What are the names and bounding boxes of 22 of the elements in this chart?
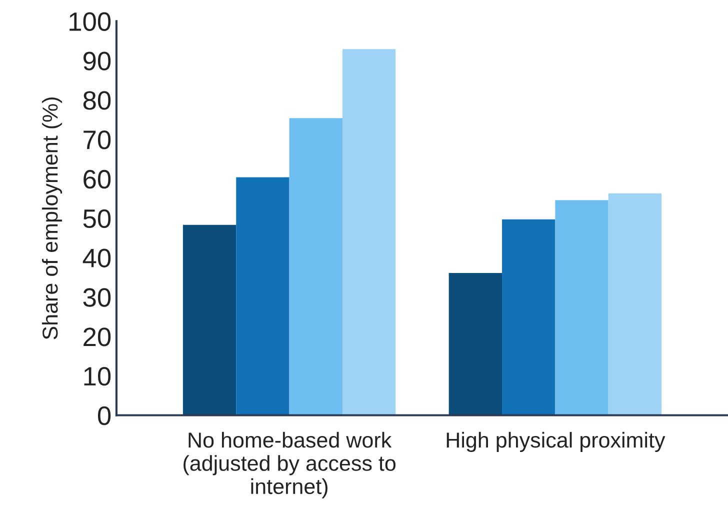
bar: [342, 49, 396, 416]
x-tick-label: High physical proximity: [446, 432, 666, 452]
bar: [608, 193, 662, 416]
y-tick-label: 10: [84, 366, 111, 386]
y-tick-label: 100: [70, 12, 111, 31]
y-tick-label: 30: [83, 288, 111, 307]
bar: [502, 219, 556, 416]
x-tick-label: No home-based work (adjusted by access to internet): [184, 432, 396, 498]
bar: [448, 272, 502, 416]
y-axis-title: Share of employment (%): [42, 98, 62, 340]
bar: [289, 118, 342, 416]
y-tick-label: 0: [98, 406, 111, 426]
y-tick-label: 40: [82, 248, 111, 268]
y-tick-label: 70: [84, 130, 111, 150]
y-tick-label: 90: [84, 52, 111, 70]
bar: [555, 200, 608, 416]
y-tick-label: 60: [84, 170, 111, 189]
bar: [236, 177, 290, 416]
y-tick-label: 80: [83, 91, 111, 110]
y-tick-label: 50: [83, 209, 111, 228]
y-tick-label: 20: [84, 328, 111, 346]
bar: [182, 224, 236, 416]
